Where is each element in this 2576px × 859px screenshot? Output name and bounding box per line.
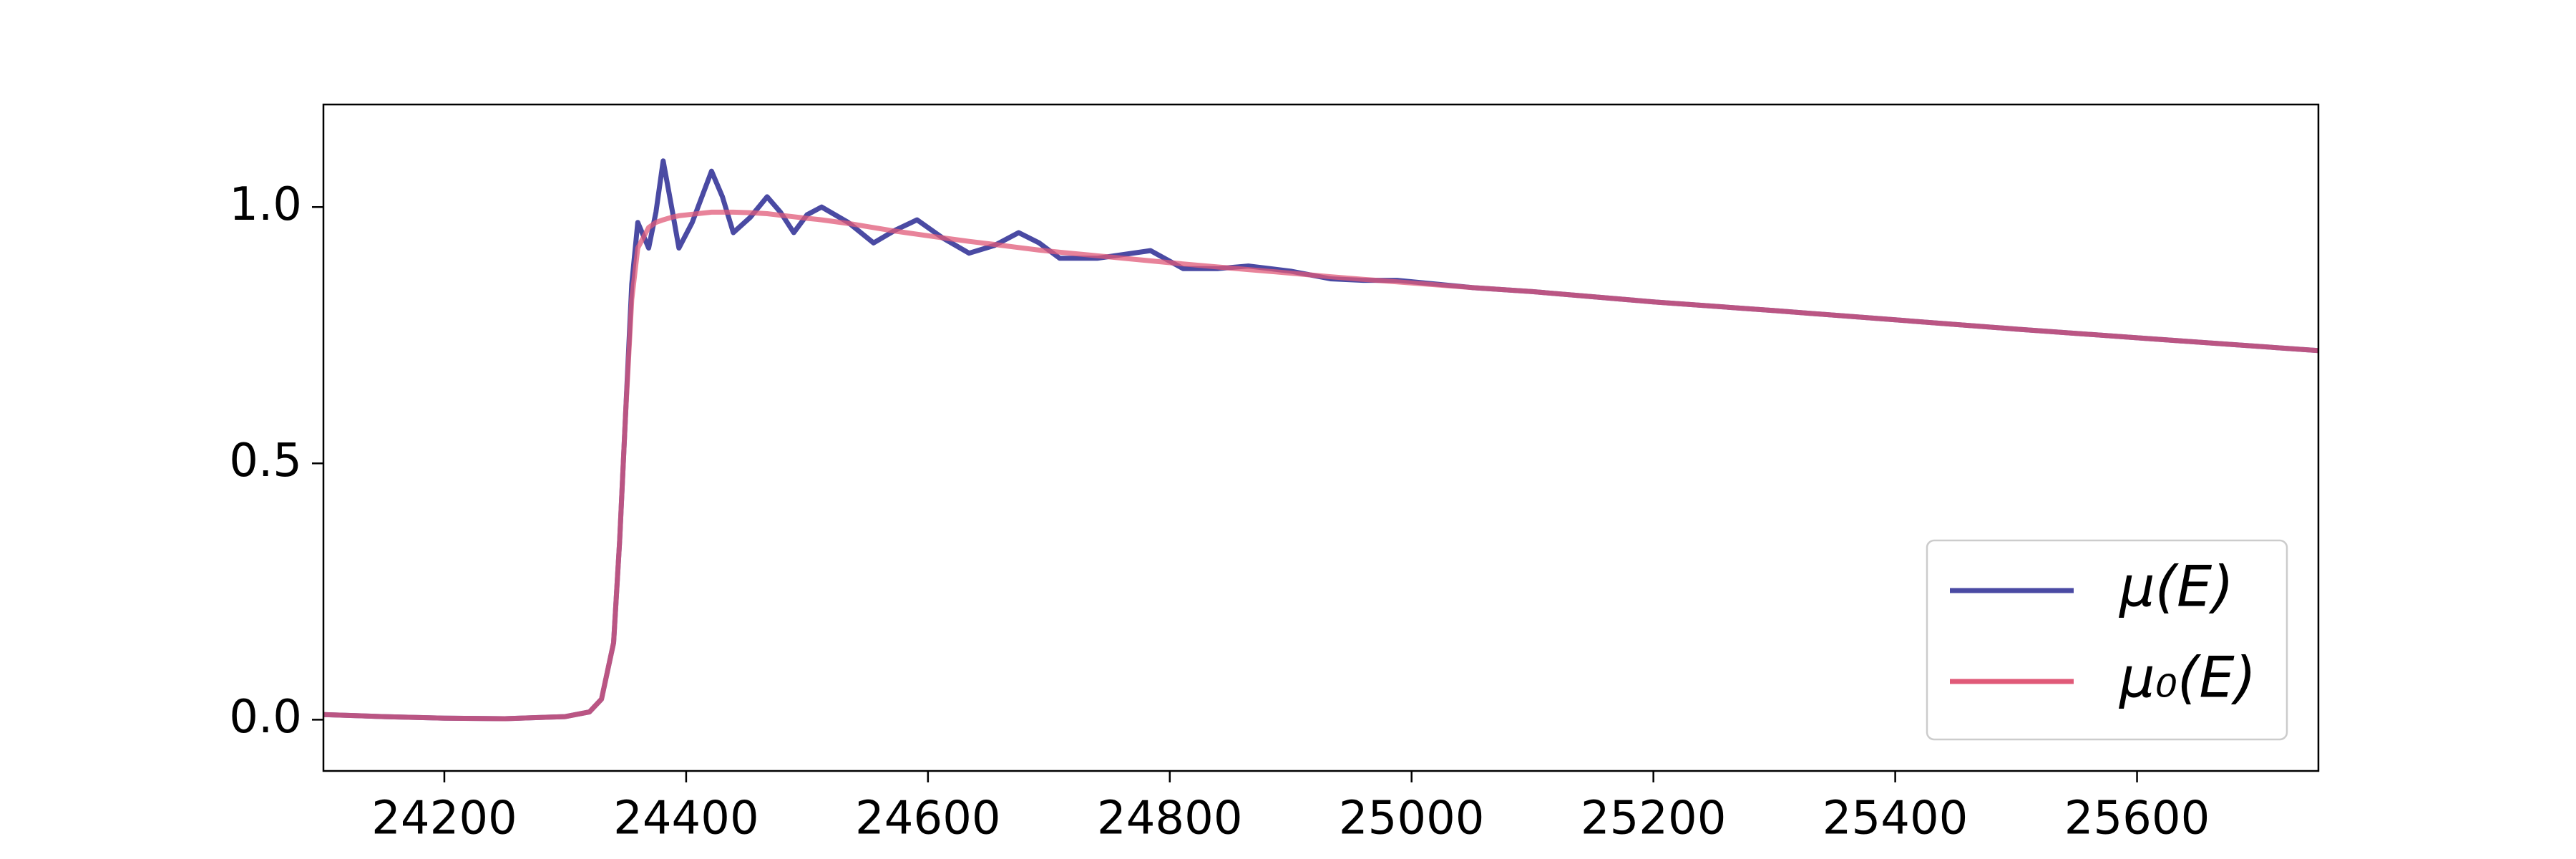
x-tick-label: 25000 <box>1339 792 1485 845</box>
x-tick-label: 24200 <box>371 792 517 845</box>
x-tick-label: 24600 <box>855 792 1001 845</box>
x-tick-label: 25600 <box>2064 792 2210 845</box>
x-tick-label: 24400 <box>613 792 759 845</box>
x-tick-label: 25200 <box>1581 792 1727 845</box>
y-tick-label: 1.0 <box>229 178 302 231</box>
series-line <box>323 209 2318 722</box>
legend-label: μ(E) <box>2118 555 2234 619</box>
y-tick-label: 0.5 <box>229 435 302 487</box>
y-tick-label: 0.0 <box>229 691 302 744</box>
legend-label: μ₀(E) <box>2118 646 2256 710</box>
plot-frame <box>322 103 2320 772</box>
x-tick-label: 25400 <box>1823 792 1968 845</box>
x-tick-label: 24800 <box>1097 792 1243 845</box>
